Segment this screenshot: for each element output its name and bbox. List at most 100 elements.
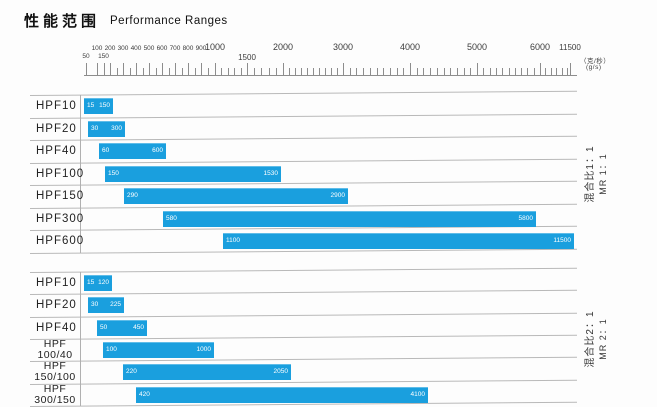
axis-tick-label: 5000 [466,42,488,52]
axis-tick-label: 1500 [238,53,256,62]
column-divider-line [80,95,81,253]
mix-ratio-label-en: MR 1：1 [598,153,608,195]
model-label: HPF150 [36,190,85,203]
axis-tick-minor [556,68,558,75]
axis-tick-major [201,63,202,75]
axis-tick-minor [396,68,398,75]
range-bar: 290 2900 [124,188,348,205]
mix-ratio-side-label: 混合比1：1 MR 1：1 [584,145,610,202]
axis-tick-major [540,63,541,75]
range-bar: 15 150 [84,98,113,115]
range-bar: 1100 11500 [223,233,574,250]
model-label: HPF 150/100 [34,360,76,384]
axis-tick-label: 900 [195,45,207,52]
range-bar: 220 2050 [123,364,291,381]
bar-min-label: 580 [166,214,177,222]
bar-max-label: 5800 [518,214,533,222]
range-bar: 15 120 [84,275,112,292]
bar-min-label: 420 [139,390,150,398]
axis-tick-minor [489,68,491,75]
axis-tick-label: 50 [82,53,90,60]
x-axis-line [84,75,577,76]
axis-tick-major [410,63,411,75]
axis-tick-major [86,63,87,75]
model-label: HPF10 [36,277,77,290]
axis-tick-major [175,63,176,75]
axis-tick-minor [301,68,302,75]
bar-max-label: 2050 [273,368,288,376]
bar-min-label: 1100 [226,237,240,245]
axis-tick-minor [470,68,472,75]
axis-tick-minor [254,68,256,75]
axis-tick-label: 400 [130,45,142,52]
axis-tick-minor [325,68,326,75]
axis-tick-minor [521,68,523,75]
range-bar: 100 1000 [103,342,214,359]
axis-tick-label: 600 [156,45,168,52]
axis-tick-minor [369,68,371,75]
bar-max-label: 1530 [263,169,278,177]
axis-tick-minor [168,68,170,75]
page-title-zh: 性能范围 [24,13,101,30]
axis-tick-minor [545,68,547,75]
bar-min-label: 30 [91,301,99,309]
axis-tick-minor [129,68,131,75]
bar-max-label: 450 [133,323,144,331]
bar-min-label: 100 [106,346,117,354]
axis-tick-major [97,63,98,75]
row-separator-line [29,90,577,96]
axis-tick-label: 150 [98,53,109,60]
axis-tick-minor [423,68,425,75]
axis-tick-major [110,63,111,75]
mix-ratio-label-en: MR 2：1 [598,318,608,360]
bar-max-label: 120 [98,279,109,287]
model-label: HPF40 [36,145,77,158]
range-bar: 420 4100 [136,386,428,403]
axis-tick-minor [307,68,308,75]
axis-tick-label: 3000 [332,42,354,52]
axis-tick-minor [436,68,438,75]
bar-max-label: 600 [152,147,163,155]
axis-tick-minor [234,68,236,75]
bar-min-label: 290 [127,192,138,200]
axis-tick-minor [227,68,229,75]
model-label: HPF10 [36,100,77,113]
axis-tick-minor [295,68,296,75]
range-bar: 30 225 [88,297,124,314]
bar-min-label: 60 [102,147,110,155]
model-label: HPF100 [36,167,85,180]
axis-tick-minor [289,68,290,75]
model-label: HPF 100/40 [37,338,73,362]
model-label: HPF20 [36,299,77,312]
axis-tick-minor [533,68,535,75]
axis-tick-minor [567,68,569,75]
axis-tick-minor [495,68,497,75]
bar-max-label: 11500 [553,237,571,245]
axis-tick-minor [561,68,563,75]
range-bar: 50 450 [97,319,147,336]
axis-tick-minor [514,68,516,75]
axis-tick-minor [430,68,432,75]
axis-tick-label: 2000 [272,42,294,52]
axis-tick-label: 700 [169,45,181,52]
axis-tick-label: 6000 [529,42,551,52]
axis-tick-major [247,63,248,75]
mix-ratio-side-label: 混合比2：1 MR 2：1 [584,310,610,367]
axis-tick-minor [363,68,365,75]
axis-tick-minor [331,68,332,75]
axis-tick-minor [142,68,144,75]
mix-ratio-label-zh: 混合比1：1 [585,145,596,203]
bar-min-label: 220 [126,368,137,376]
axis-tick-minor [319,68,320,75]
axis-tick-minor [527,68,529,75]
axis-tick-minor [403,68,405,75]
axis-tick-minor [268,68,270,75]
axis-tick-label: 300 [117,45,129,52]
axis-tick-minor [389,68,391,75]
axis-tick-minor [483,68,485,75]
range-bar: 580 5800 [163,210,536,227]
model-label: HPF40 [36,321,77,334]
axis-tick-label: 4000 [399,42,421,52]
axis-tick-minor [456,68,458,75]
